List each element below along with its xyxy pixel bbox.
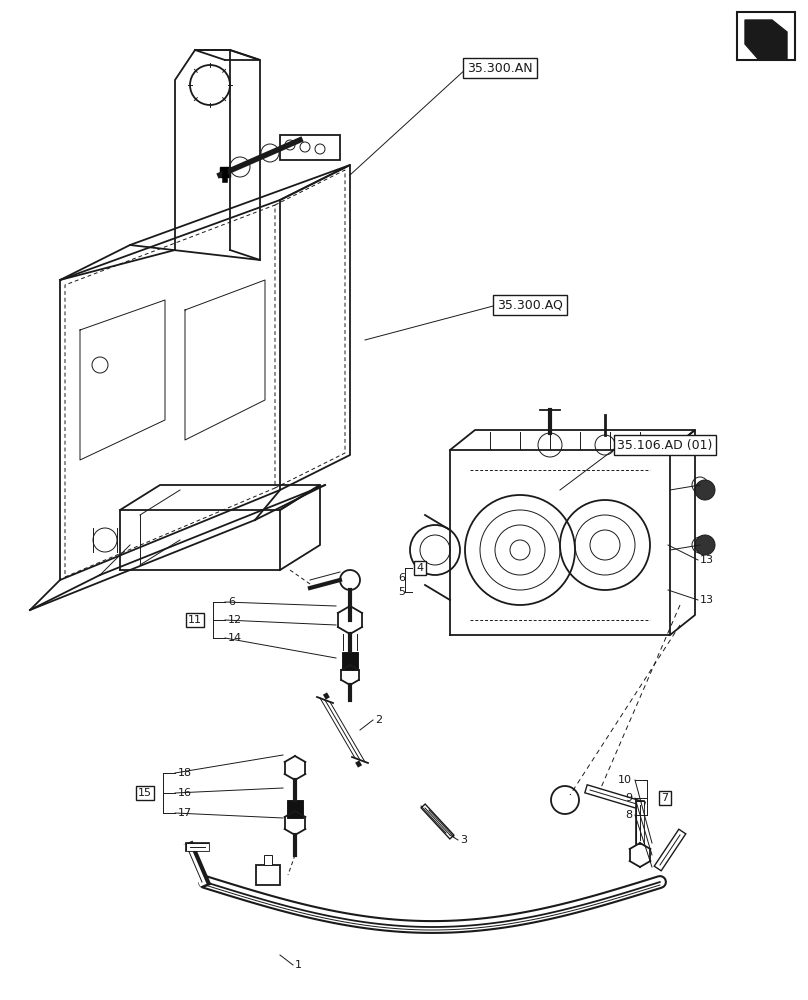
Text: 18: 18 [178, 768, 192, 778]
Polygon shape [745, 20, 787, 60]
Text: 35.106.AD (01): 35.106.AD (01) [617, 438, 713, 452]
Bar [280, 135, 340, 160]
Text: 35.300.AN: 35.300.AN [467, 62, 532, 75]
Circle shape [695, 535, 715, 555]
Bar [264, 855, 272, 865]
Text: 16: 16 [178, 788, 192, 798]
Text: 1: 1 [295, 960, 302, 970]
Bar [287, 800, 303, 818]
Text: 35.300.AQ: 35.300.AQ [497, 298, 563, 312]
Text: 12: 12 [228, 615, 242, 625]
Text: 8: 8 [625, 810, 632, 820]
Text: 6: 6 [398, 573, 405, 583]
Text: 11: 11 [188, 615, 202, 625]
Text: 5: 5 [398, 587, 405, 597]
Text: 9: 9 [625, 793, 632, 803]
Text: 13: 13 [700, 595, 714, 605]
Text: 13: 13 [700, 555, 714, 565]
Text: 17: 17 [178, 808, 192, 818]
Text: 4: 4 [416, 563, 423, 573]
Text: 7: 7 [662, 793, 668, 803]
Text: 3: 3 [460, 835, 467, 845]
Bar [737, 12, 795, 60]
Text: 6: 6 [228, 597, 235, 607]
Bar [342, 652, 358, 670]
Text: 2: 2 [375, 715, 382, 725]
Circle shape [695, 480, 715, 500]
Text: 15: 15 [138, 788, 152, 798]
Bar [220, 167, 230, 177]
Text: 10: 10 [618, 775, 632, 785]
Text: 14: 14 [228, 633, 242, 643]
Bar [256, 865, 280, 885]
